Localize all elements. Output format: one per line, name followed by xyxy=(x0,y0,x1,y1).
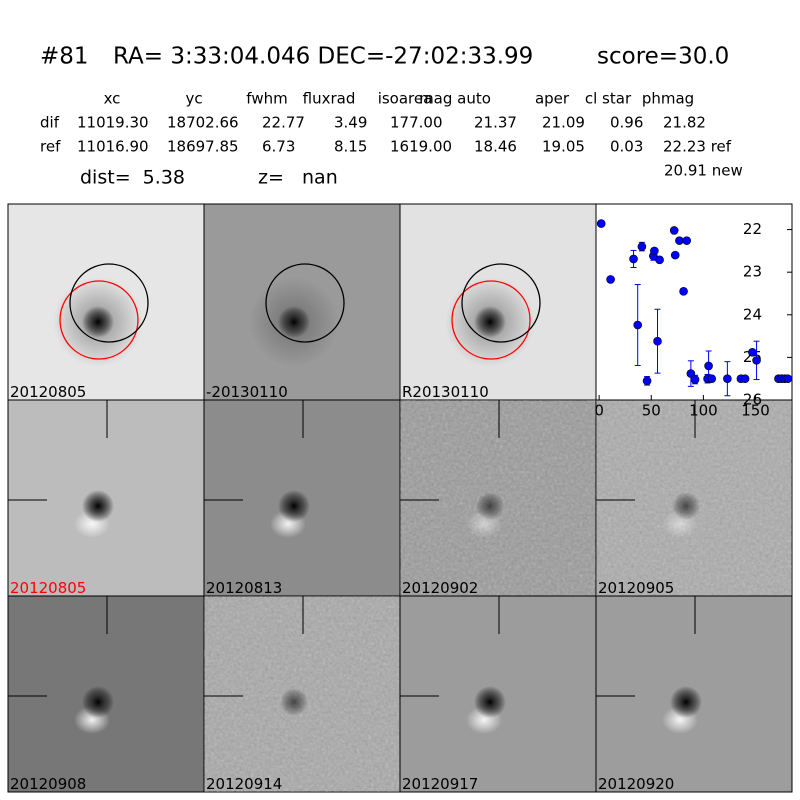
point xyxy=(704,361,713,371)
x-tick-label: 100 xyxy=(689,402,718,420)
score: score=30.0 xyxy=(597,44,729,70)
cell: 3.49 xyxy=(334,114,367,132)
column-header: yc xyxy=(185,90,202,108)
cell: 177.00 xyxy=(390,114,443,132)
point xyxy=(629,254,638,264)
point xyxy=(637,242,647,251)
source xyxy=(82,306,114,338)
column-header: aper xyxy=(535,90,570,108)
source xyxy=(82,490,114,522)
cell: 21.37 xyxy=(474,114,517,132)
point xyxy=(670,250,680,260)
redshift: z= nan xyxy=(258,167,338,189)
stamp-label: 20120917 xyxy=(402,775,478,793)
point xyxy=(783,374,793,383)
point xyxy=(650,246,659,256)
aperture-black xyxy=(461,263,541,343)
aperture-red xyxy=(59,280,139,360)
new-mag: 20.91 new xyxy=(664,162,743,180)
plot-area xyxy=(595,203,793,401)
cell: 22.77 xyxy=(262,114,305,132)
point xyxy=(642,376,652,386)
source xyxy=(278,306,310,338)
row-label: dif xyxy=(40,114,60,132)
cell: 8.15 xyxy=(334,138,367,156)
point xyxy=(633,320,643,330)
cell: 6.73 xyxy=(262,138,295,156)
cell: 18702.66 xyxy=(167,114,239,132)
cell: 21.09 xyxy=(542,114,585,132)
stamp-label: 20120914 xyxy=(206,775,282,793)
point xyxy=(752,356,761,365)
source xyxy=(82,686,114,718)
point xyxy=(669,226,679,235)
source xyxy=(670,686,702,718)
stamp-label: 20120805 xyxy=(10,579,86,597)
column-header: xc xyxy=(104,90,121,108)
coordinates: RA= 3:33:04.046 DEC=-27:02:33.99 xyxy=(113,44,533,70)
cell: 18697.85 xyxy=(167,138,239,156)
stamp-label: -20130110 xyxy=(206,383,288,401)
y-tick-label: 26 xyxy=(743,391,762,409)
cell: 11016.90 xyxy=(77,138,149,156)
cell: 0.03 xyxy=(610,138,643,156)
point xyxy=(655,255,664,265)
column-header: phmag xyxy=(642,90,694,108)
point xyxy=(596,219,606,228)
cell: 18.46 xyxy=(474,138,517,156)
point xyxy=(723,374,732,383)
cell: 0.96 xyxy=(610,114,643,132)
column-header: fwhm xyxy=(246,90,287,108)
stamp-label: 20120902 xyxy=(402,579,478,597)
y-tick-label: 23 xyxy=(743,263,762,281)
stamp-grid: 20120805 -20130110 R20130110 20120805 201208… xyxy=(7,203,793,793)
stamp-label: 20120905 xyxy=(598,579,674,597)
dist: dist= 5.38 xyxy=(80,167,185,189)
source xyxy=(476,492,504,520)
column-header: cl star xyxy=(585,90,632,108)
source xyxy=(474,306,506,338)
cell: 11019.30 xyxy=(77,114,149,132)
stamp-label: 20120805 xyxy=(10,383,86,401)
cell: 22.23 ref xyxy=(663,138,732,156)
source xyxy=(280,688,308,716)
point xyxy=(740,374,750,383)
column-header: fluxrad xyxy=(303,90,356,108)
stamp-label: 20120813 xyxy=(206,579,282,597)
point xyxy=(707,374,717,383)
column-header: mag auto xyxy=(419,90,491,108)
point xyxy=(606,275,615,284)
point xyxy=(653,336,662,346)
aperture-black xyxy=(69,263,149,343)
stamp-label: R20130110 xyxy=(402,383,489,401)
cell: 19.05 xyxy=(542,138,585,156)
y-tick-label: 22 xyxy=(743,220,762,238)
x-tick-label: 0 xyxy=(594,402,604,420)
source xyxy=(672,492,700,520)
source xyxy=(474,686,506,718)
x-tick-label: 50 xyxy=(642,402,661,420)
cell: 21.82 xyxy=(663,114,706,132)
column-header: isoarea xyxy=(378,90,433,108)
aperture-red xyxy=(451,280,531,360)
point xyxy=(679,287,688,296)
row-label: ref xyxy=(40,138,61,156)
cell: 1619.00 xyxy=(390,138,452,156)
y-tick-label: 24 xyxy=(743,305,762,323)
source xyxy=(278,490,310,522)
aperture-black xyxy=(265,263,345,343)
object-id: #81 xyxy=(40,44,89,70)
point xyxy=(690,375,700,384)
stamp-label: 20120908 xyxy=(10,775,86,793)
point xyxy=(675,236,684,245)
point xyxy=(682,236,692,245)
stamp-label: 20120920 xyxy=(598,775,674,793)
x-tick-label: 150 xyxy=(741,402,770,420)
point xyxy=(748,347,757,357)
